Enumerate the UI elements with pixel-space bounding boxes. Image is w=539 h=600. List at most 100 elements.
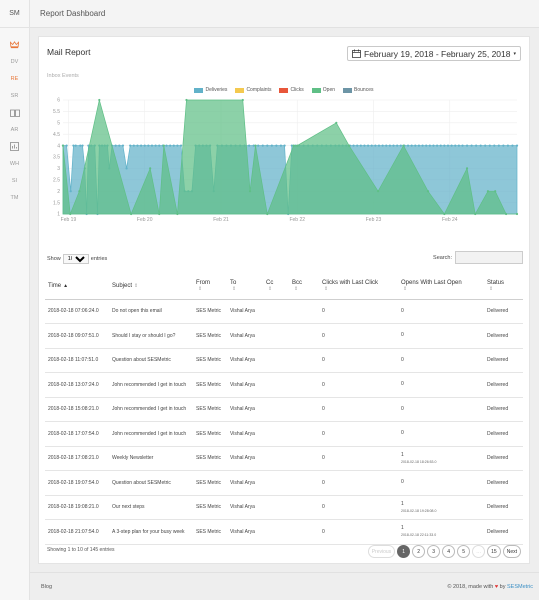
cell-from: SES Metric: [193, 495, 227, 520]
data-point-open: [443, 212, 446, 216]
cell-time: 2018-02-18 19:08:21.0: [45, 495, 109, 520]
cell-clicks: 0: [319, 421, 398, 447]
data-point-open: [296, 144, 299, 147]
data-point-deliveries: [147, 144, 150, 147]
col-subject[interactable]: Subject ⇕: [109, 273, 193, 300]
col-status[interactable]: Status ⇕: [484, 273, 523, 300]
data-point-deliveries: [461, 144, 464, 147]
crown-icon[interactable]: [0, 36, 29, 53]
y-tick-label: 1: [57, 212, 60, 218]
table-row[interactable]: 2018-02-18 07:06:24.0 Do not open this em…: [45, 299, 523, 324]
data-point-deliveries: [74, 144, 77, 147]
col-to[interactable]: To ⇕: [227, 273, 263, 300]
sidebar-item-si[interactable]: SI: [11, 177, 18, 184]
col-time[interactable]: Time ▲: [45, 273, 109, 300]
cell-bcc: [289, 397, 319, 422]
page-2[interactable]: 2: [412, 545, 426, 558]
data-point-open: [335, 121, 338, 124]
data-point-deliveries: [248, 144, 251, 147]
y-tick-label: 3.5: [53, 155, 60, 161]
legend-complaints[interactable]: Complaints: [235, 87, 271, 93]
data-point-open: [69, 212, 72, 216]
report-icon[interactable]: [0, 138, 29, 155]
cell-from: SES Metric: [193, 299, 227, 324]
cell-cc: [263, 323, 289, 349]
table-row[interactable]: 2018-02-18 13:07:24.0 John recommended I …: [45, 372, 523, 398]
col-cc[interactable]: Cc ⇕: [263, 273, 289, 300]
table-row[interactable]: 2018-02-18 17:07:54.0 John recommended I …: [45, 421, 523, 447]
data-point-deliveries: [425, 144, 428, 147]
data-point-deliveries: [457, 144, 460, 147]
cell-subject: Our next steps: [109, 495, 193, 520]
page-15[interactable]: 15: [487, 545, 501, 558]
col-clicks[interactable]: Clicks with Last Click ⇕: [319, 273, 398, 300]
prev-button[interactable]: Previous: [367, 545, 396, 558]
table-row[interactable]: 2018-02-18 19:08:21.0 Our next steps SES M…: [45, 495, 523, 520]
table-info: Showing 1 to 10 of 145 entries: [47, 547, 115, 553]
sesmetric-link[interactable]: SESMetric: [507, 584, 533, 590]
page-1[interactable]: 1: [397, 545, 411, 558]
cell-from: SES Metric: [193, 470, 227, 496]
cell-cc: [263, 299, 289, 324]
data-point-open: [78, 190, 81, 193]
data-point-deliveries: [484, 144, 487, 147]
legend-deliveries[interactable]: Deliveries: [194, 87, 227, 93]
data-point-deliveries: [511, 144, 514, 147]
table-row[interactable]: 2018-02-18 09:07:51.0 Should I stay or sh…: [45, 323, 523, 349]
legend-open[interactable]: Open: [311, 87, 335, 93]
data-point-deliveries: [385, 144, 388, 147]
cell-status: Delivered: [484, 495, 523, 520]
table-row[interactable]: 2018-02-18 19:07:54.0 Question about SESM…: [45, 470, 523, 496]
date-range-picker[interactable]: February 19, 2018 - February 25, 2018 ▾: [347, 46, 521, 61]
data-point-deliveries: [421, 144, 424, 147]
data-point-open: [505, 212, 508, 216]
legend-clicks[interactable]: Clicks: [279, 87, 304, 93]
sidebar-item-ar[interactable]: AR: [10, 126, 19, 133]
data-point-deliveries: [370, 144, 373, 147]
data-point-deliveries: [488, 144, 491, 147]
page-4[interactable]: 4: [442, 545, 456, 558]
col-from[interactable]: From ⇕: [193, 273, 227, 300]
chart-legend: Deliveries Complaints Clicks Open Bounce…: [39, 87, 529, 93]
heart-icon: ♥: [494, 584, 499, 590]
page-title: Report Dashboard: [40, 9, 106, 18]
cell-bcc: [289, 495, 319, 520]
sidebar-item-dv[interactable]: DV: [10, 58, 19, 65]
table-row[interactable]: 2018-02-18 21:07:54.0 A 3-step plan for y…: [45, 519, 523, 545]
cell-opens: 0: [398, 323, 484, 349]
table-row[interactable]: 2018-02-18 15:08:21.0 John recommended I …: [45, 397, 523, 422]
sidebar-item-tm[interactable]: TM: [10, 194, 19, 201]
data-point-deliveries: [470, 144, 473, 147]
cell-from: SES Metric: [193, 421, 227, 447]
sidebar-item-wh[interactable]: WH: [9, 160, 20, 167]
page-3[interactable]: 3: [427, 545, 441, 558]
col-bcc[interactable]: Bcc ⇕: [289, 273, 319, 300]
page-5[interactable]: 5: [457, 545, 471, 558]
next-button[interactable]: Next: [502, 545, 521, 558]
col-opens[interactable]: Opens With Last Open ⇕: [398, 273, 484, 300]
entries-select[interactable]: 10: [62, 254, 89, 264]
table-row[interactable]: 2018-02-18 17:08:21.0 Weekly Newsletter SE…: [45, 446, 523, 471]
search-label: Search:: [433, 254, 452, 261]
x-tick-label: Feb 22: [289, 217, 305, 223]
data-point-deliveries: [377, 144, 381, 147]
data-point-deliveries: [176, 144, 179, 147]
brand-logo[interactable]: SM: [0, 0, 29, 28]
data-point-deliveries: [502, 144, 505, 147]
cell-to: Vishal Arya: [227, 495, 263, 520]
table-row[interactable]: 2018-02-18 11:07:51.0 Question about SESM…: [45, 348, 523, 373]
data-point-open: [465, 167, 469, 170]
sidebar-item-sr[interactable]: SR: [10, 92, 19, 99]
sidebar-item-re[interactable]: RE: [10, 75, 19, 82]
book-icon[interactable]: [0, 104, 29, 121]
mail-table: Time ▲ Subject ⇕ From ⇕ To ⇕ Cc ⇕ Bcc ⇕ Clicks…: [45, 273, 523, 545]
search-input[interactable]: [455, 251, 523, 264]
cell-clicks: 0: [319, 323, 398, 349]
legend-bounces[interactable]: Bounces: [343, 87, 374, 93]
cell-opens: 0: [398, 421, 484, 447]
cell-subject: Do not open this email: [109, 299, 193, 324]
card-title: Mail Report: [47, 47, 91, 57]
blog-link[interactable]: Blog: [41, 584, 53, 590]
cell-cc: [263, 446, 289, 471]
data-point-deliveries: [406, 144, 410, 147]
